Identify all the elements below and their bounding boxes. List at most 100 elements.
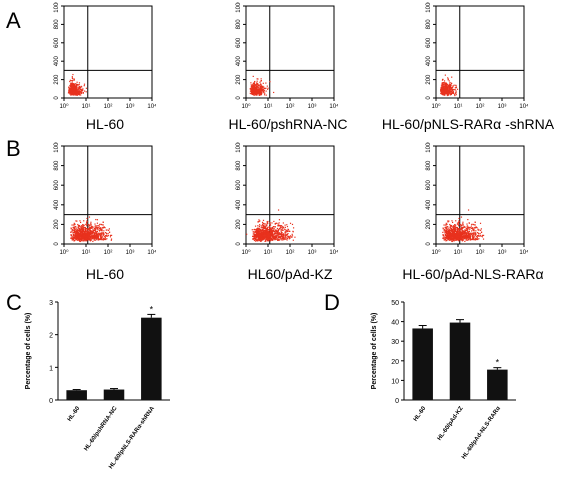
y-tick-label: 200	[236, 74, 242, 85]
flow-caption-b-pad-nls-rara: HL-60/pAd-NLS-RARα	[402, 266, 544, 282]
category-label: HL-60	[413, 405, 428, 423]
y-tick-label: 40	[391, 320, 399, 327]
y-tick-label: 600	[54, 37, 60, 48]
y-axis-label: Percentage of cells (%)	[371, 313, 378, 390]
flow-plot-b-hl60: 0 200 400 600 800 1000 10⁰ 10¹ 10² 10³ 10⁴	[54, 142, 156, 256]
y-tick-label: 0	[236, 242, 242, 246]
flow-caption-b-pad-kz: HL60/pAd-KZ	[247, 266, 333, 282]
x-tick-label: 10²	[476, 250, 485, 256]
flow-plot-a-pnls-rara-shrna: 0 200 400 600 800 1000 10⁰ 10¹ 10² 10³ 10⁴	[426, 2, 528, 110]
x-tick-label: 10³	[308, 250, 317, 256]
panel-label-c: C	[6, 290, 22, 315]
x-tick-label: 10⁴	[519, 249, 528, 256]
y-tick-label: 0	[54, 242, 60, 246]
panel-label-b: B	[6, 136, 21, 161]
category-label: HL-60/pAd-KZ	[437, 405, 465, 441]
y-tick-label: 800	[236, 19, 242, 30]
event-dots	[440, 74, 459, 97]
flow-caption-b-hl60: HL-60	[85, 266, 125, 282]
x-tick-label: 10³	[126, 104, 135, 110]
y-tick-label: 200	[236, 219, 242, 230]
x-tick-label: 10³	[126, 250, 135, 256]
x-tick-label: 10¹	[264, 250, 273, 256]
y-tick-label: 30	[391, 339, 399, 346]
x-tick-label: 10²	[476, 104, 485, 110]
x-tick-label: 10¹	[82, 250, 91, 256]
y-tick-label: 200	[426, 74, 432, 85]
x-tick-label: 10⁴	[147, 103, 156, 110]
y-tick-label: 1000	[236, 2, 242, 13]
event-dots	[70, 216, 113, 243]
y-tick-label: 0	[395, 398, 399, 405]
flow-plot-b-pad-kz: 0 200 400 600 800 1000 10⁰ 10¹ 10² 10³ 10⁴	[236, 142, 338, 256]
significance-marker: *	[496, 358, 500, 368]
y-tick-label: 200	[54, 74, 60, 85]
y-tick-label: 800	[426, 19, 432, 30]
bar	[449, 322, 471, 400]
plot-frame	[435, 5, 525, 99]
y-tick-label: 800	[54, 160, 60, 171]
x-tick-label: 10²	[104, 104, 113, 110]
y-tick-label: 800	[54, 19, 60, 30]
event-dots	[249, 75, 275, 96]
x-tick-label: 10⁴	[329, 103, 338, 110]
x-tick-label: 10⁴	[329, 249, 338, 256]
y-tick-label: 200	[426, 219, 432, 230]
x-tick-label: 10²	[104, 250, 113, 256]
y-tick-label: 0	[426, 96, 432, 100]
y-tick-label: 400	[426, 199, 432, 210]
flow-plot-b-pad-nls-rara: 0 200 400 600 800 1000 10⁰ 10¹ 10² 10³ 10⁴	[426, 142, 528, 256]
y-tick-label: 800	[426, 160, 432, 171]
y-tick-label: 800	[236, 160, 242, 171]
flow-plot-a-pshrna-nc: 0 200 400 600 800 1000 10⁰ 10¹ 10² 10³ 10⁴	[236, 2, 338, 110]
y-tick-label: 600	[54, 180, 60, 191]
category-label: HL-60/pNLS-RARα-shRNA	[108, 405, 156, 470]
x-tick-label: 10⁰	[59, 249, 69, 256]
x-tick-label: 10⁰	[431, 103, 441, 110]
flow-caption-a-pnls-rara-shrna: HL-60/pNLS-RARα -shRNA	[381, 116, 555, 132]
x-tick-label: 10⁰	[431, 249, 441, 256]
bar	[487, 369, 508, 400]
y-tick-label: 1000	[54, 2, 60, 13]
plot-frame	[63, 5, 153, 99]
bar	[412, 328, 433, 400]
event-dots	[442, 209, 485, 243]
y-tick-label: 2	[49, 333, 53, 340]
y-tick-label: 400	[236, 56, 242, 67]
bar	[141, 317, 162, 400]
y-tick-label: 400	[426, 56, 432, 67]
x-tick-label: 10⁰	[241, 249, 251, 256]
category-label: HL-60/pAd-NLS-RARα	[461, 405, 502, 460]
y-tick-label: 600	[236, 37, 242, 48]
y-axis-label: Percentage of cells (%)	[25, 313, 32, 390]
flow-plot-a-hl60: 0 200 400 600 800 1000 10⁰ 10¹ 10² 10³ 10⁴	[54, 2, 156, 110]
y-tick-label: 1	[49, 365, 53, 372]
panel-label-a: A	[6, 8, 21, 33]
x-tick-label: 10⁴	[519, 103, 528, 110]
x-tick-label: 10³	[498, 250, 507, 256]
x-tick-label: 10³	[308, 104, 317, 110]
x-tick-label: 10³	[498, 104, 507, 110]
x-tick-label: 10⁴	[147, 249, 156, 256]
bar-chart-d: 0 10 20 30 40 50 Percentage of cells (%) HL-60 H…	[371, 300, 516, 460]
y-tick-label: 1000	[426, 2, 432, 13]
y-tick-label: 200	[54, 219, 60, 230]
x-tick-label: 10²	[286, 104, 295, 110]
category-label: HL-60	[67, 405, 82, 423]
bar	[103, 389, 125, 400]
flow-caption-a-pshrna-nc: HL-60/pshRNA-NC	[228, 116, 348, 132]
y-tick-label: 50	[391, 300, 399, 307]
x-tick-label: 10¹	[454, 104, 463, 110]
flow-caption-a-hl60: HL-60	[85, 116, 125, 132]
y-tick-label: 600	[236, 180, 242, 191]
x-tick-label: 10¹	[264, 104, 273, 110]
x-tick-label: 10²	[286, 250, 295, 256]
y-tick-label: 1000	[54, 142, 60, 153]
y-tick-label: 10	[391, 378, 399, 385]
event-dots	[246, 209, 296, 242]
y-tick-label: 0	[54, 96, 60, 100]
y-tick-label: 1000	[426, 142, 432, 153]
significance-marker: *	[150, 304, 154, 314]
y-tick-label: 20	[391, 359, 399, 366]
x-tick-label: 10⁰	[241, 103, 251, 110]
